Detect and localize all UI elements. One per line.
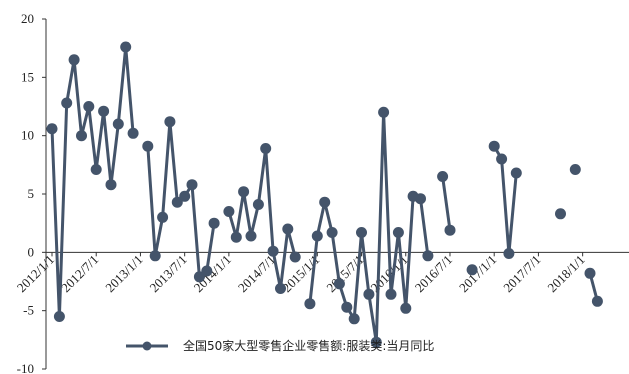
- data-point: [584, 267, 596, 279]
- y-tick-label: -5: [23, 303, 34, 318]
- data-point: [245, 230, 257, 242]
- data-point: [311, 230, 323, 242]
- data-point: [415, 193, 426, 205]
- y-tick-label: 15: [21, 69, 34, 84]
- data-point: [488, 140, 500, 152]
- series-line: [492, 145, 518, 255]
- data-point: [363, 288, 375, 300]
- legend: 全国50家大型零售企业零售额:服装类:当月同比: [126, 338, 434, 353]
- data-point: [348, 313, 360, 325]
- data-point: [282, 223, 294, 235]
- data-point: [61, 97, 73, 109]
- data-point: [98, 105, 110, 117]
- y-tick-label: 20: [21, 11, 34, 26]
- data-point: [444, 224, 456, 236]
- data-point: [385, 288, 397, 300]
- data-point: [53, 311, 65, 322]
- data-point: [68, 54, 80, 66]
- data-point: [76, 130, 87, 142]
- data-point: [503, 248, 515, 259]
- series-line: [227, 147, 297, 290]
- data-point: [496, 153, 508, 165]
- x-tick-label: 2012/1/1: [14, 252, 57, 295]
- y-tick-label: 10: [21, 128, 34, 143]
- data-point: [230, 231, 242, 243]
- x-axis-tick-labels: 2012/1/1 2012/7/1 2013/1/1 2013/7/1 2014/1/1…: [14, 252, 588, 295]
- data-point: [46, 123, 58, 135]
- data-point: [157, 211, 169, 223]
- x-tick-label: 2013/1/1: [102, 252, 145, 295]
- data-point: [260, 143, 272, 154]
- data-point: [356, 227, 367, 238]
- x-tick-label: 2016/7/1: [412, 252, 455, 295]
- data-point: [186, 179, 198, 191]
- data-point: [193, 271, 205, 283]
- data-point: [127, 127, 139, 139]
- data-point: [164, 116, 176, 128]
- data-point: [319, 196, 331, 208]
- data-point: [171, 196, 183, 208]
- y-axis-tick-labels: 20 15 10 5 0 -5 -10: [17, 11, 46, 374]
- legend-swatch-marker: [142, 341, 152, 351]
- data-point: [392, 227, 404, 238]
- data-point: [90, 164, 102, 175]
- x-tick-label: 2017/1/1: [456, 252, 499, 295]
- data-point: [208, 217, 220, 229]
- data-point: [555, 208, 566, 220]
- data-point: [179, 190, 191, 202]
- x-tick-label: 2012/7/1: [58, 252, 101, 295]
- x-tick-label: 2014/7/1: [235, 252, 278, 295]
- y-tick-label: 0: [28, 244, 35, 259]
- data-point: [370, 336, 382, 348]
- x-tick-label: 2018/1/1: [544, 252, 587, 295]
- data-point: [120, 41, 132, 53]
- data-point: [466, 264, 478, 276]
- data-point: [238, 186, 250, 198]
- series-line: [441, 176, 452, 231]
- data-point: [289, 251, 301, 263]
- legend-series-label: 全国50家大型零售企业零售额:服装类:当月同比: [183, 338, 434, 353]
- data-point: [591, 295, 603, 307]
- data-point: [569, 164, 581, 175]
- data-series: [46, 41, 603, 348]
- data-point: [83, 101, 95, 112]
- data-point: [275, 283, 286, 294]
- data-point: [252, 199, 264, 210]
- y-tick-label: 5: [28, 186, 35, 201]
- data-point: [223, 206, 235, 217]
- data-point: [267, 245, 279, 257]
- data-point: [201, 265, 213, 277]
- data-point: [112, 118, 124, 130]
- chart-axes: [45, 19, 629, 369]
- data-point: [105, 179, 117, 191]
- data-point: [333, 278, 345, 290]
- data-point: [341, 301, 353, 313]
- series-line: [50, 45, 135, 318]
- data-point: [326, 227, 338, 238]
- data-point: [510, 167, 522, 179]
- data-point: [422, 250, 434, 262]
- data-point: [400, 302, 412, 314]
- y-tick-label: -10: [17, 361, 34, 374]
- data-point: [437, 171, 449, 182]
- data-point: [149, 250, 161, 262]
- data-point: [304, 298, 316, 310]
- data-point: [378, 106, 390, 118]
- data-point: [142, 140, 154, 152]
